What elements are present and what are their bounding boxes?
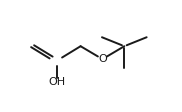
Text: OH: OH bbox=[48, 77, 65, 87]
Text: O: O bbox=[98, 54, 107, 64]
